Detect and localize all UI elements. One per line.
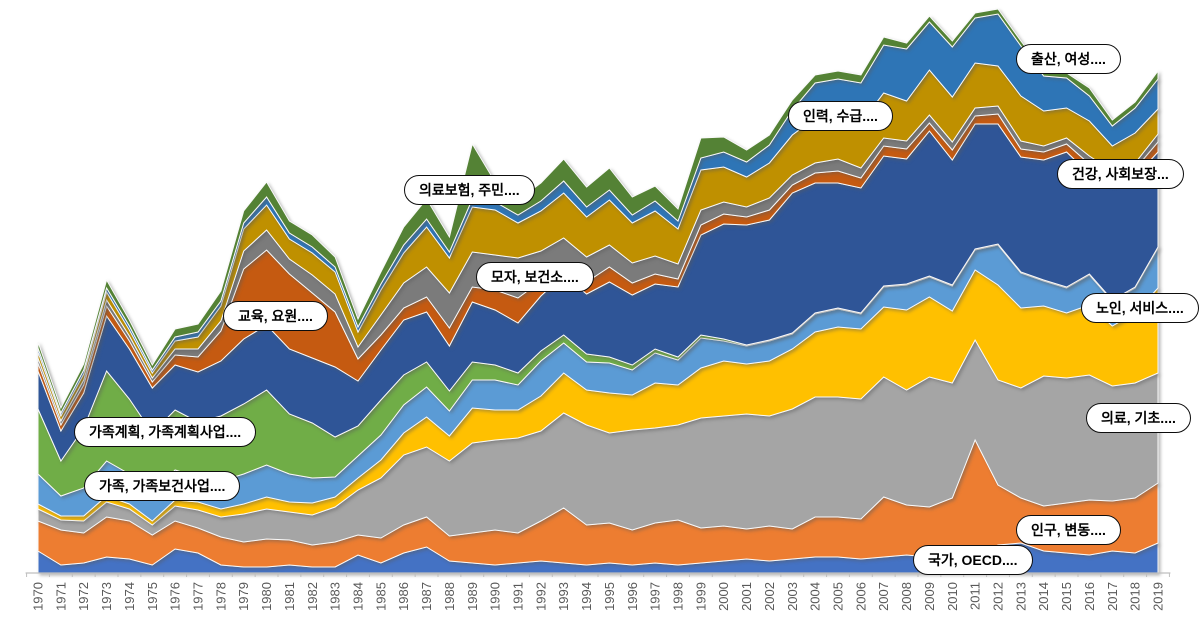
x-axis-label: 1989	[465, 582, 480, 611]
x-axis-label: 1970	[31, 582, 46, 611]
x-axis-label: 1974	[122, 582, 137, 611]
x-axis-label: 2009	[922, 582, 937, 611]
series-callout[interactable]: 의료, 기초....	[1086, 403, 1191, 434]
series-callout[interactable]: 가족, 가족보건사업....	[84, 471, 241, 502]
x-axis-label: 1996	[625, 582, 640, 611]
x-axis-label: 1972	[76, 582, 91, 611]
x-axis-label: 1992	[533, 582, 548, 611]
x-axis-label: 2019	[1151, 582, 1166, 611]
x-axis-label: 1982	[305, 582, 320, 611]
x-axis-label: 1991	[511, 582, 526, 611]
x-axis-label: 1999	[693, 582, 708, 611]
series-callout[interactable]: 국가, OECD....	[913, 545, 1033, 576]
series-area-12[interactable]: 출산, 여성....	[37, 8, 1159, 415]
x-axis-label: 2018	[1128, 582, 1143, 611]
x-axis-label: 1994	[579, 582, 594, 611]
series-callout[interactable]: 노인, 서비스....	[1081, 293, 1199, 324]
x-axis-label: 1993	[556, 582, 571, 611]
x-axis-label: 2008	[899, 582, 914, 611]
series-callout[interactable]: 인력, 수급....	[788, 101, 893, 132]
x-axis-label: 1987	[419, 582, 434, 611]
series-callout[interactable]: 출산, 여성....	[1016, 44, 1121, 75]
series-callout[interactable]: 교육, 요원....	[223, 301, 328, 332]
x-axis-label: 2001	[739, 582, 754, 611]
x-axis-label: 2004	[808, 582, 823, 611]
x-axis-label: 1976	[168, 582, 183, 611]
x-axis-label: 1973	[99, 582, 114, 611]
x-axis-label: 1978	[213, 582, 228, 611]
series-callout[interactable]: 모자, 보건소....	[476, 262, 594, 293]
x-axis-label: 1981	[282, 582, 297, 611]
x-axis-label: 2013	[1013, 582, 1028, 611]
x-axis-label: 1998	[671, 582, 686, 611]
x-axis-label: 2016	[1082, 582, 1097, 611]
x-axis-label: 1997	[648, 582, 663, 611]
x-axis-label: 2000	[716, 582, 731, 611]
x-axis-label: 1983	[328, 582, 343, 611]
x-axis-label: 1971	[53, 582, 68, 611]
series-callout[interactable]: 가족계획, 가족계획사업....	[74, 417, 257, 448]
x-axis-label: 1988	[442, 582, 457, 611]
x-axis-label: 2011	[968, 582, 983, 610]
x-axis-label: 1985	[373, 582, 388, 611]
x-axis-label: 1986	[396, 582, 411, 611]
x-axis-label: 1979	[236, 582, 251, 611]
x-axis-label: 2012	[991, 582, 1006, 611]
x-axis-label: 2003	[785, 582, 800, 611]
x-axis-label: 1975	[145, 582, 160, 611]
series-callout[interactable]: 인구, 변동....	[1016, 515, 1121, 546]
x-axis-label: 1990	[488, 582, 503, 611]
x-axis-label: 1977	[191, 582, 206, 611]
x-axis-label: 2005	[831, 582, 846, 611]
x-axis-label: 2017	[1105, 582, 1120, 611]
x-axis-label: 2014	[1036, 582, 1051, 611]
x-axis-label: 1984	[351, 582, 366, 611]
x-axis-label: 2010	[945, 582, 960, 611]
x-axis-label: 1980	[259, 582, 274, 611]
x-axis-label: 2015	[1059, 582, 1074, 611]
x-axis-label: 1995	[602, 582, 617, 611]
series-callout[interactable]: 건강, 사회보장...	[1057, 159, 1184, 190]
x-axis-label: 2006	[853, 582, 868, 611]
x-axis-label: 2002	[762, 582, 777, 611]
x-axis-label: 2007	[876, 582, 891, 611]
series-callout[interactable]: 의료보험, 주민....	[404, 175, 535, 206]
